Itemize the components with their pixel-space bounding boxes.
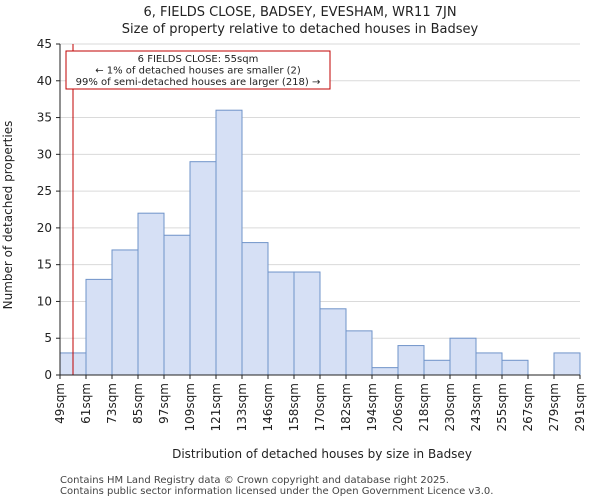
x-axis-label: Distribution of detached houses by size … [172, 447, 472, 461]
histogram-bar [267, 271, 295, 376]
annotation-box [65, 50, 331, 90]
histogram-bar [241, 242, 269, 376]
y-tick-label: 0 [44, 368, 52, 382]
histogram-bar [137, 212, 165, 376]
x-tick-label: 133sqm [235, 383, 249, 431]
x-tick-label: 255sqm [495, 383, 509, 431]
bars [59, 109, 581, 376]
histogram-bar [475, 352, 503, 376]
annotation-line: 6 FIELDS CLOSE: 55sqm [138, 54, 259, 65]
footer-copyright: Contains HM Land Registry data © Crown c… [60, 475, 449, 486]
x-tick-label: 109sqm [183, 383, 197, 431]
x-tick-label: 206sqm [391, 383, 405, 431]
y-tick-label: 10 [37, 294, 52, 308]
histogram-bar [397, 345, 425, 376]
x-tick-label: 170sqm [313, 383, 327, 431]
histogram-bar [345, 330, 373, 376]
y-tick-label: 15 [37, 258, 52, 272]
x-tick-label: 121sqm [209, 383, 223, 431]
y-tick-label: 35 [37, 111, 52, 125]
histogram-bar [319, 308, 347, 376]
histogram-bar [85, 278, 113, 376]
histogram-bar [163, 234, 191, 376]
histogram-bar [111, 249, 139, 376]
x-tick-label: 194sqm [365, 383, 379, 431]
y-tick-label: 20 [37, 221, 52, 235]
x-tick-label: 182sqm [339, 383, 353, 431]
x-tick-label: 243sqm [469, 383, 483, 431]
histogram-bar [423, 359, 451, 376]
x-tick-label: 85sqm [131, 383, 145, 424]
x-tick-label: 73sqm [105, 383, 119, 424]
histogram-bar [293, 271, 321, 376]
histogram-bar [501, 359, 529, 376]
x-tick-label: 291sqm [573, 383, 587, 431]
x-tick-label: 279sqm [547, 383, 561, 431]
histogram-bar [449, 337, 477, 376]
x-tick-label: 49sqm [53, 383, 67, 424]
x-tick-label: 218sqm [417, 383, 431, 431]
x-tick-label: 230sqm [443, 383, 457, 431]
annotation-line: ← 1% of detached houses are smaller (2) [95, 66, 301, 77]
x-tick-label: 158sqm [287, 383, 301, 431]
annotation-line: 99% of semi-detached houses are larger (… [76, 77, 321, 88]
y-tick-label: 5 [44, 331, 52, 345]
y-tick-label: 40 [37, 74, 52, 88]
histogram-bar [371, 367, 399, 376]
x-tick-label: 146sqm [261, 383, 275, 431]
x-tick-label: 97sqm [157, 383, 171, 424]
y-axis-label: Number of detached properties [1, 121, 15, 310]
axes: 0 5 10 15 20 25 30 35 40 45 49sqm 61sqm 73sqm 85sqm 97… [37, 37, 587, 431]
histogram-bar [189, 161, 217, 376]
footer-licence: Contains public sector information licen… [60, 486, 493, 497]
histogram-bar [553, 352, 581, 376]
chart-subtitle: Size of property relative to detached ho… [122, 22, 479, 37]
x-tick-label: 61sqm [79, 383, 93, 424]
y-tick-label: 45 [37, 37, 52, 51]
chart-title: 6, FIELDS CLOSE, BADSEY, EVESHAM, WR11 7… [143, 5, 456, 20]
histogram-bar [215, 109, 243, 376]
y-tick-label: 25 [37, 184, 52, 198]
y-tick-label: 30 [37, 147, 52, 161]
property-marker: 6 FIELDS CLOSE: 55sqm← 1% of detached ho… [65, 44, 331, 375]
x-tick-label: 267sqm [521, 383, 535, 431]
